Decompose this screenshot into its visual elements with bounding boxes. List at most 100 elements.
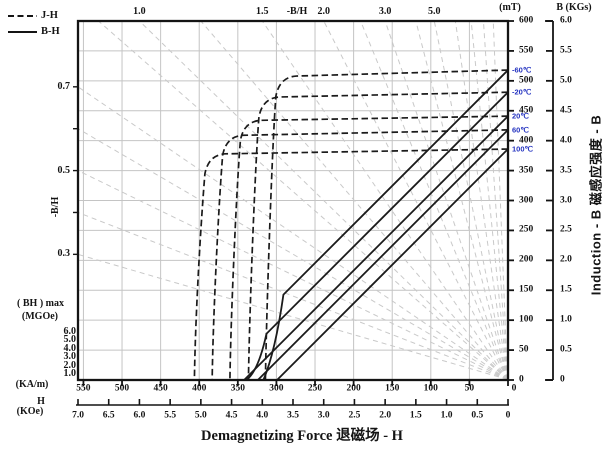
kam-tick-label: 100 bbox=[423, 383, 438, 394]
load-line bbox=[77, 170, 508, 380]
mt-tick-label: 150 bbox=[519, 284, 534, 295]
kgs-tick-label: 0 bbox=[560, 374, 565, 385]
mt-tick-label: 600 bbox=[519, 15, 534, 26]
load-line bbox=[360, 20, 508, 380]
bhmax-value-label: 1.0 bbox=[63, 368, 77, 380]
kam-tick-label: 550 bbox=[76, 383, 91, 394]
load-line bbox=[384, 20, 508, 380]
bh-curve bbox=[245, 91, 509, 381]
kam-tick-label: 250 bbox=[307, 383, 323, 394]
top-bh-tick-label: 1.0 bbox=[133, 6, 146, 17]
kgs-tick-label: 2.0 bbox=[560, 254, 572, 265]
mgoe-label: (MGOe) bbox=[21, 311, 58, 322]
bh-curve bbox=[243, 115, 509, 381]
top-bh-tick-label: 1.5 bbox=[256, 6, 269, 17]
mt-tick-label: 550 bbox=[519, 45, 534, 56]
load-line bbox=[77, 212, 508, 380]
jh-curve bbox=[193, 148, 509, 381]
mt-tick-label: 50 bbox=[519, 344, 529, 355]
mt-tick-label: 500 bbox=[519, 75, 534, 86]
koe-tick-label: 4.0 bbox=[256, 410, 269, 421]
load-line bbox=[98, 20, 508, 380]
mt-tick-label: 300 bbox=[519, 194, 534, 205]
kgs-tick-label: 2.5 bbox=[560, 224, 572, 235]
top-bh-ratio-label: -B/H bbox=[286, 6, 308, 17]
load-line bbox=[323, 20, 508, 380]
top-bh-tick-label: 3.0 bbox=[378, 6, 392, 17]
koe-tick-label: 6.5 bbox=[102, 410, 115, 421]
kgs-tick-label: 4.5 bbox=[560, 105, 572, 115]
chart-title: Demagnetizing Force 退磁场 - H bbox=[201, 427, 403, 444]
koe-tick-label: 0.5 bbox=[471, 410, 484, 421]
load-line bbox=[492, 20, 508, 380]
temp-label: 100℃ bbox=[512, 144, 533, 154]
koe-tick-label: 2.5 bbox=[348, 410, 361, 421]
kam-tick-label: 50 bbox=[464, 383, 475, 394]
kgs-tick-label: 5.5 bbox=[560, 45, 572, 56]
mt-tick-label: 200 bbox=[519, 254, 534, 265]
load-line bbox=[77, 128, 508, 380]
kgs-tick-label: 5.0 bbox=[560, 75, 572, 86]
bhmax-value-label: 6.0 bbox=[63, 325, 77, 337]
kgs-tick-label: 3.0 bbox=[560, 194, 572, 205]
kgs-tick-label: 0.5 bbox=[560, 344, 572, 355]
kam-unit-label: (KA/m) bbox=[15, 379, 49, 390]
mt-tick-label: 100 bbox=[519, 314, 534, 325]
kam-tick-label: 0 bbox=[511, 383, 517, 394]
koe-unit-label: (KOe) bbox=[16, 406, 44, 417]
bhmax-value-label: 2.0 bbox=[63, 359, 77, 371]
h-symbol-label: H bbox=[37, 396, 45, 407]
load-line bbox=[482, 20, 508, 380]
koe-tick-label: 3.0 bbox=[317, 410, 330, 421]
bhmax-value-label: 3.0 bbox=[63, 351, 77, 363]
kam-tick-label: 400 bbox=[192, 383, 207, 394]
mt-tick-label: 250 bbox=[519, 224, 534, 235]
bhmax-label: ( BH ) max bbox=[17, 298, 64, 309]
koe-tick-label: 5.0 bbox=[194, 410, 207, 421]
bh-curve bbox=[276, 148, 509, 381]
koe-tick-label: 1.0 bbox=[440, 410, 453, 421]
kam-tick-label: 200 bbox=[346, 383, 361, 394]
load-line bbox=[77, 253, 508, 380]
load-line bbox=[261, 20, 508, 380]
mt-tick-label: 350 bbox=[519, 164, 534, 175]
bhmax-value-label: 5.0 bbox=[63, 334, 77, 346]
top-bh-tick-label: 2.0 bbox=[317, 6, 330, 17]
koe-tick-label: 7.0 bbox=[72, 410, 84, 421]
bh-curve bbox=[257, 129, 509, 381]
induction-axis-label: Induction - B 磁感应强度 - B bbox=[588, 114, 604, 296]
mt-tick-label: 0 bbox=[519, 374, 524, 385]
left-bh-tick-label: 0.7 bbox=[57, 80, 71, 92]
koe-tick-label: 0 bbox=[505, 410, 511, 421]
jh-curve bbox=[211, 129, 509, 381]
jh-curve bbox=[247, 91, 509, 381]
load-line bbox=[200, 20, 508, 380]
koe-tick-label: 6.0 bbox=[133, 410, 146, 421]
bhmax-value-label: 4.0 bbox=[63, 342, 77, 354]
temp-label: -60℃ bbox=[512, 65, 532, 75]
load-line bbox=[454, 20, 508, 380]
kgs-tick-label: 1.0 bbox=[560, 314, 572, 325]
mt-unit-label: (mT) bbox=[499, 2, 521, 13]
kgs-tick-label: 4.0 bbox=[560, 134, 572, 145]
top-bh-tick-label: 5.0 bbox=[428, 6, 441, 17]
legend-jh-label: J-H bbox=[41, 10, 58, 21]
temp-label: 20℃ bbox=[512, 111, 529, 121]
kam-tick-label: 300 bbox=[269, 383, 284, 394]
kgs-tick-label: 3.5 bbox=[560, 164, 572, 175]
kam-tick-label: 500 bbox=[114, 383, 130, 394]
temp-label: -20℃ bbox=[512, 87, 532, 97]
left-bh-tick-label: 0.5 bbox=[57, 164, 71, 176]
mt-tick-label: 450 bbox=[519, 105, 534, 115]
left-bh-ratio-label: -B/H bbox=[50, 196, 61, 218]
jh-curve bbox=[229, 115, 509, 381]
koe-tick-label: 4.5 bbox=[225, 410, 238, 421]
jh-curve bbox=[264, 69, 509, 381]
left-bh-tick-label: 0.3 bbox=[57, 248, 71, 260]
kgs-unit-label: B (KGs) bbox=[556, 2, 592, 13]
load-line bbox=[415, 20, 508, 380]
koe-tick-label: 5.5 bbox=[164, 410, 177, 421]
koe-tick-label: 2.0 bbox=[379, 410, 392, 421]
